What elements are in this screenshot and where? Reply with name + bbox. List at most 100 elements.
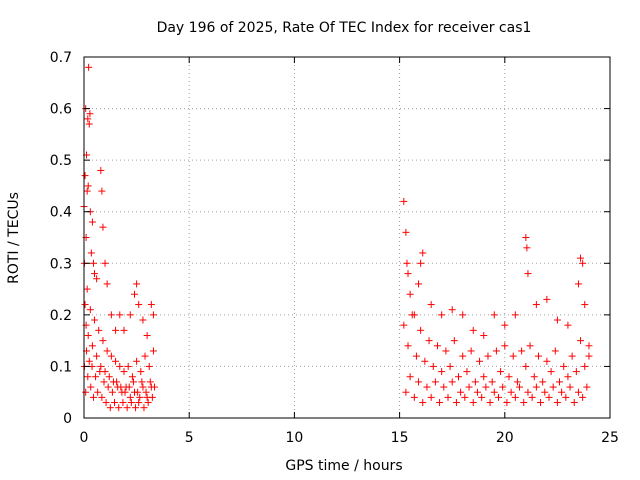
data-point (490, 388, 498, 396)
data-point (484, 352, 492, 360)
data-point (139, 383, 147, 391)
data-point (116, 362, 124, 370)
data-point (97, 166, 105, 174)
data-point (421, 357, 429, 365)
data-point (89, 259, 97, 267)
data-point (570, 399, 578, 407)
data-point (139, 316, 147, 324)
x-tick-label: 25 (601, 430, 619, 446)
data-point (108, 388, 116, 396)
data-point (551, 347, 559, 355)
x-tick-label: 0 (80, 430, 89, 446)
data-point (141, 352, 149, 360)
data-point (440, 383, 448, 391)
data-point (532, 383, 540, 391)
x-axis-label: GPS time / hours (285, 458, 402, 474)
data-point (133, 280, 141, 288)
data-point (497, 368, 505, 376)
data-point (523, 244, 531, 252)
data-point (125, 383, 133, 391)
y-tick-label: 0.6 (50, 102, 72, 118)
data-point (457, 388, 465, 396)
data-point (400, 197, 408, 205)
x-tick-label: 5 (185, 430, 194, 446)
data-point (144, 399, 152, 407)
data-point (524, 270, 532, 278)
data-point (87, 383, 95, 391)
data-point (117, 383, 125, 391)
data-point (133, 357, 141, 365)
data-point (467, 347, 475, 355)
data-point (147, 301, 155, 309)
data-point (143, 331, 151, 339)
data-point (84, 373, 92, 381)
data-point (469, 399, 477, 407)
data-point (522, 362, 530, 370)
data-point (473, 388, 481, 396)
data-point (579, 393, 587, 401)
data-point (123, 404, 131, 412)
data-point (406, 373, 414, 381)
data-point (524, 388, 532, 396)
data-point (518, 347, 526, 355)
data-point (558, 388, 566, 396)
data-point (101, 259, 109, 267)
data-point (526, 342, 534, 350)
data-point (130, 290, 138, 298)
data-point (112, 326, 120, 334)
data-point (438, 368, 446, 376)
data-point (501, 321, 509, 329)
data-point (415, 378, 423, 386)
data-point (406, 290, 414, 298)
data-point (564, 373, 572, 381)
data-point (427, 393, 435, 401)
data-point (516, 383, 524, 391)
data-point (553, 316, 561, 324)
data-point (534, 352, 542, 360)
data-point (537, 399, 545, 407)
data-point (83, 187, 91, 195)
data-point (499, 383, 507, 391)
data-point (403, 259, 411, 267)
data-point (111, 399, 119, 407)
data-point (469, 326, 477, 334)
data-point (412, 352, 420, 360)
data-point (448, 378, 456, 386)
data-point (480, 331, 488, 339)
grid-lines (84, 57, 610, 418)
y-tick-label: 0.4 (50, 205, 72, 221)
data-point (501, 342, 509, 350)
data-point (562, 393, 570, 401)
data-point (149, 347, 157, 355)
data-point (543, 295, 551, 303)
plot-frame (83, 56, 611, 419)
data-point (81, 301, 89, 309)
data-point (577, 254, 585, 262)
data-point (566, 383, 574, 391)
data-point (121, 388, 129, 396)
data-point (85, 63, 93, 71)
x-tick-label: 20 (496, 430, 514, 446)
data-point (490, 311, 498, 319)
data-point (574, 280, 582, 288)
data-point (137, 368, 145, 376)
data-point (463, 368, 471, 376)
data-point (135, 301, 143, 309)
data-point (85, 120, 93, 128)
data-point (120, 326, 128, 334)
data-point (126, 393, 134, 401)
y-tick-label: 0 (63, 411, 72, 427)
data-point (104, 383, 112, 391)
data-point (545, 393, 553, 401)
data-point (509, 352, 517, 360)
data-point (583, 383, 591, 391)
data-point (425, 337, 433, 345)
data-point (486, 399, 494, 407)
data-point (448, 306, 456, 314)
data-point (549, 383, 557, 391)
data-point (556, 378, 564, 386)
data-point (98, 393, 106, 401)
data-point (93, 352, 101, 360)
data-point (99, 223, 107, 231)
data-point (429, 362, 437, 370)
